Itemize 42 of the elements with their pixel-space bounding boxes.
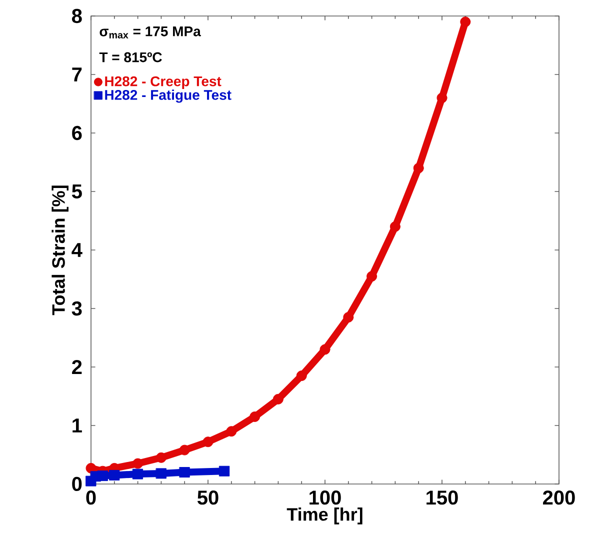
point <box>320 344 330 355</box>
point <box>390 221 400 232</box>
x-tick-label: 200 <box>543 490 575 505</box>
y-tick-label: 8 <box>72 8 82 24</box>
point <box>219 466 230 476</box>
point <box>179 444 190 456</box>
x-axis-title: Time [hr] <box>286 508 362 524</box>
point <box>296 370 307 382</box>
point <box>97 470 108 482</box>
point <box>272 394 284 404</box>
point <box>86 462 96 474</box>
point <box>179 467 190 478</box>
x-tick-label: 100 <box>310 490 341 505</box>
point <box>250 411 260 422</box>
legend-label: H282 - Creep Test <box>105 76 222 90</box>
point <box>343 312 354 323</box>
y-tick-label: 0 <box>72 476 82 492</box>
y-tick-label: 5 <box>72 184 82 198</box>
point <box>109 470 120 480</box>
point <box>460 16 471 28</box>
point <box>436 92 448 104</box>
point <box>156 468 166 479</box>
y-tick-label: 4 <box>72 243 82 257</box>
y-axis-title: Total Strain [%] <box>52 186 68 316</box>
point <box>156 452 166 463</box>
x-tick-label: 0 <box>86 490 96 505</box>
annotation: σ$_{max}$ = 175 MPa <box>100 26 201 38</box>
point <box>413 162 424 174</box>
point <box>226 426 237 437</box>
y-tick-label: 2 <box>72 360 82 374</box>
y-tick-label: 6 <box>72 126 82 140</box>
annotation: T = 815ºC <box>99 52 162 62</box>
point <box>132 468 144 480</box>
point <box>202 436 214 448</box>
point <box>366 271 378 282</box>
y-tick-label: 7 <box>72 68 82 82</box>
legend-label: H282 - Fatigue Test <box>105 90 232 103</box>
y-tick-label: 3 <box>72 301 82 316</box>
x-tick-label: 150 <box>426 490 458 505</box>
y-tick-label: 1 <box>72 418 82 432</box>
point <box>132 458 144 469</box>
x-tick-label: 50 <box>197 490 218 505</box>
